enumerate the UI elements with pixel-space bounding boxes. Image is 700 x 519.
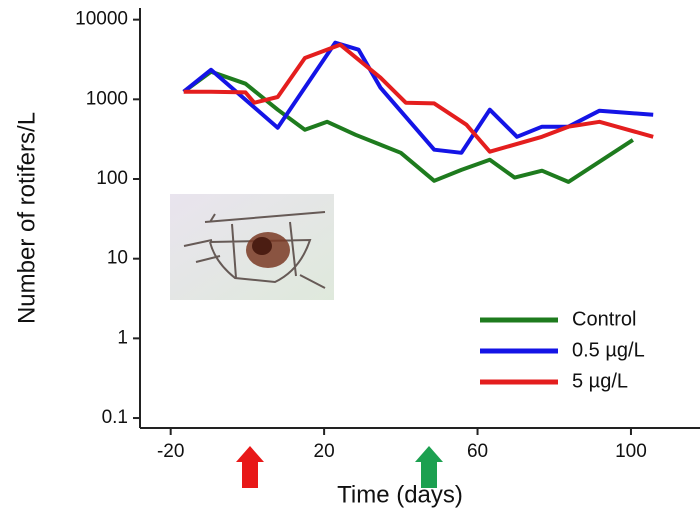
series-line: [182, 69, 634, 184]
legend-label: Control: [572, 308, 636, 330]
series-line: [182, 40, 654, 155]
arrows: [236, 446, 443, 488]
x-tick-label: 100: [615, 441, 647, 462]
rotifer-photo: [170, 194, 334, 300]
x-tick-label: 60: [467, 441, 488, 462]
y-tick-label: 1: [117, 327, 128, 348]
x-axis-title: Time (days): [337, 481, 463, 508]
y-tick-label: 10000: [75, 9, 128, 30]
series-line: [183, 42, 654, 154]
legend-label: 5 µg/L: [572, 370, 628, 392]
y-tick-label: 1000: [86, 88, 128, 109]
y-tick-label: 10: [107, 248, 128, 269]
legend-label: 0.5 µg/L: [572, 339, 645, 361]
x-tick-label: -20: [157, 441, 184, 462]
x-tick-label: 20: [314, 441, 335, 462]
y-axis-title: Number of rotifers/L: [13, 112, 40, 324]
y-tick-label: 100: [96, 168, 128, 189]
y-tick-label: 0.1: [102, 407, 128, 428]
